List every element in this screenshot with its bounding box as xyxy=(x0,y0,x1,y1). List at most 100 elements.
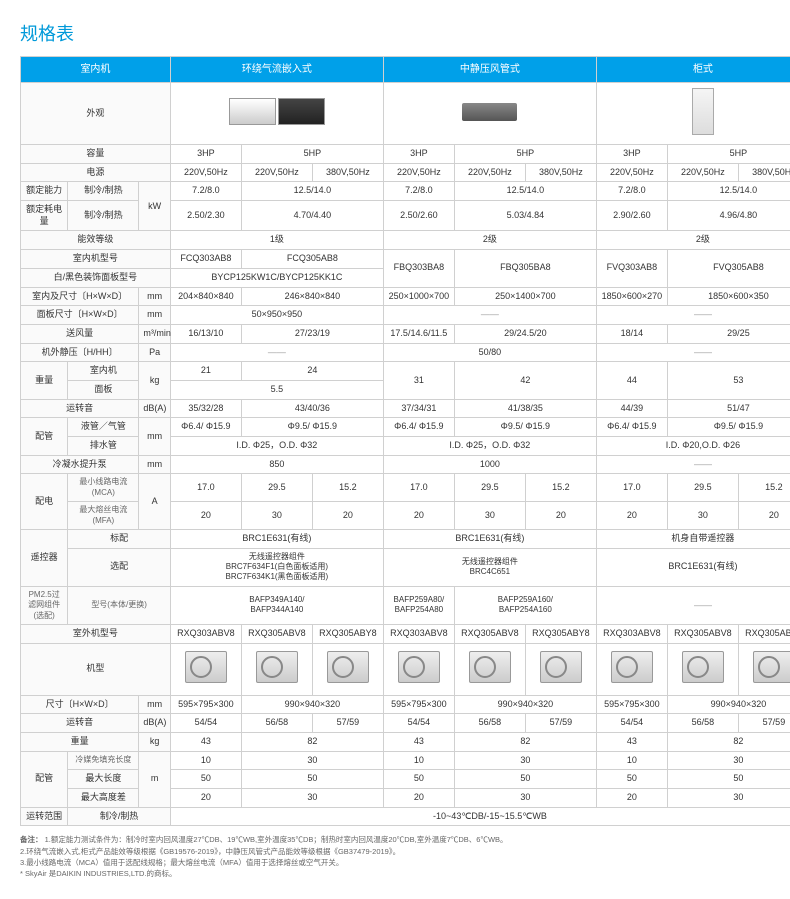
header-row: 室内机 环绕气流嵌入式 中静压风管式 柜式 xyxy=(21,57,790,83)
os-1: 54/54 xyxy=(170,714,241,733)
om-1: RXQ303ABV8 xyxy=(170,624,241,643)
mh-1: 20 xyxy=(170,789,241,808)
om-6: RXQ305ABY8 xyxy=(525,624,596,643)
ref-5: 10 xyxy=(596,751,667,770)
flt-1: BAFP349A140/ BAFP344A140 xyxy=(170,586,383,624)
dash-2: —— xyxy=(596,306,790,325)
cap-3: 3HP xyxy=(383,145,454,164)
pwr-7: 220V,50Hz xyxy=(596,163,667,182)
label-indoor-w: 室内机 xyxy=(68,362,139,381)
oimg-9 xyxy=(738,643,790,695)
imodel-3: FBQ303BA8 xyxy=(383,250,454,287)
unit-m: m xyxy=(139,751,171,807)
pwr-4: 220V,50Hz xyxy=(383,163,454,182)
rpow-1: 2.50/2.30 xyxy=(170,201,241,231)
label-elec: 配电 xyxy=(21,474,68,530)
label-lg: 液管／气管 xyxy=(68,418,139,437)
rpow-6: 4.96/4.80 xyxy=(667,201,790,231)
cap-6: 5HP xyxy=(667,145,790,164)
od-4: 990×940×320 xyxy=(454,695,596,714)
img-cell-duct xyxy=(383,83,596,145)
label-panel-dim: 面板尺寸〔H×W×D〕 xyxy=(21,306,139,325)
om-7: RXQ303ABV8 xyxy=(596,624,667,643)
mca-7: 17.0 xyxy=(596,474,667,502)
row-static: 机外静压〔H/HH〕Pa —— 50/80 —— xyxy=(21,343,790,362)
row-panel-dim: 面板尺寸〔H×W×D〕mm 50×950×950 —— —— xyxy=(21,306,790,325)
row-outdoor-weight: 重量kg 4382 4382 4382 xyxy=(21,733,790,752)
mh-2: 30 xyxy=(241,789,383,808)
label-efficiency: 能效等级 xyxy=(21,231,171,250)
rcap-4: 12.5/14.0 xyxy=(454,182,596,201)
ref-3: 10 xyxy=(383,751,454,770)
oimg-1 xyxy=(170,643,241,695)
cassette-unit-icon xyxy=(229,98,276,125)
row-indoor-model: 室内机型号 FCQ303AB8FCQ305AB8 FBQ303BA8FBQ305… xyxy=(21,250,790,269)
mca-4: 17.0 xyxy=(383,474,454,502)
row-capacity: 容量 3HP5HP 3HP5HP 3HP5HP xyxy=(21,145,790,164)
label-panel-w: 面板 xyxy=(68,380,139,399)
idim-1: 204×840×840 xyxy=(170,287,241,306)
row-remote-opt: 选配 无线遥控器组件 BRC7F634F1(白色面板适用) BRC7F634K1… xyxy=(21,548,790,586)
pwr-9: 380V,50Hz xyxy=(738,163,790,182)
ml-1: 50 xyxy=(170,770,241,789)
wt-3: 31 xyxy=(383,362,454,399)
idim-4: 250×1400×700 xyxy=(454,287,596,306)
label-power: 电源 xyxy=(21,163,171,182)
ow-4: 82 xyxy=(454,733,596,752)
range-val: -10~43℃DB/-15~15.5℃WB xyxy=(170,807,790,826)
ref-2: 30 xyxy=(241,751,383,770)
dr-3: I.D. Φ20,O.D. Φ26 xyxy=(596,437,790,456)
footnotes: 备注： 1.额定能力测试条件为：制冷时室内回风温度27℃DB、19℃WB,室外温… xyxy=(20,834,790,879)
dash-6: —— xyxy=(596,586,790,624)
snd-6: 51/47 xyxy=(667,399,790,418)
unit-kg-1: kg xyxy=(139,362,171,399)
ml-4: 50 xyxy=(454,770,596,789)
label-indoor-model: 室内机型号 xyxy=(21,250,171,269)
idim-3: 250×1000×700 xyxy=(383,287,454,306)
om-3: RXQ305ABY8 xyxy=(312,624,383,643)
label-cool-heat-2: 制冷/制热 xyxy=(68,201,139,231)
outdoor-unit-icon xyxy=(398,651,440,683)
note-header: 备注： xyxy=(20,835,43,844)
dash-3: —— xyxy=(170,343,383,362)
mh-6: 30 xyxy=(667,789,790,808)
unit-kg-2: kg xyxy=(139,733,171,752)
air-2: 27/23/19 xyxy=(241,324,383,343)
row-airflow: 送风量m³/min 16/13/1027/23/19 17.5/14.6/11.… xyxy=(21,324,790,343)
rc-opt-2: 无线遥控器组件 BRC4C651 xyxy=(383,548,596,586)
header-duct: 中静压风管式 xyxy=(383,57,596,83)
wt-2: 24 xyxy=(241,362,383,381)
outdoor-unit-icon xyxy=(540,651,582,683)
label-ref: 冷媒免填充长度 xyxy=(68,751,139,770)
row-lift: 冷凝水提升泵mm 850 1000 —— xyxy=(21,455,790,474)
pdim: 50×950×950 xyxy=(170,306,383,325)
idim-2: 246×840×840 xyxy=(241,287,383,306)
label-filter: PM2.5过滤网组件(选配) xyxy=(21,586,68,624)
unit-mm-1: mm xyxy=(139,287,171,306)
snd-5: 44/39 xyxy=(596,399,667,418)
wt-panel: 5.5 xyxy=(170,380,383,399)
rc-std-1: BRC1E631(有线) xyxy=(170,529,383,548)
row-rated-cap: 额定能力制冷/制热 kW 7.2/8.012.5/14.0 7.2/8.012.… xyxy=(21,182,790,201)
static-val: 50/80 xyxy=(383,343,596,362)
air-4: 29/24.5/20 xyxy=(454,324,596,343)
label-maxlen: 最大长度 xyxy=(68,770,139,789)
rcap-2: 12.5/14.0 xyxy=(241,182,383,201)
label-noise: 运转音 xyxy=(21,399,139,418)
outdoor-unit-icon xyxy=(327,651,369,683)
rc-opt-3: BRC1E631(有线) xyxy=(596,548,790,586)
snd-1: 35/32/28 xyxy=(170,399,241,418)
lift-2: 1000 xyxy=(383,455,596,474)
unit-dba-1: dB(A) xyxy=(139,399,171,418)
oimg-5 xyxy=(454,643,525,695)
mca-6: 15.2 xyxy=(525,474,596,502)
label-outdoor-noise: 运转音 xyxy=(21,714,139,733)
air-6: 29/25 xyxy=(667,324,790,343)
note-1: 1.额定能力测试条件为：制冷时室内回风温度27℃DB、19℃WB,室外温度35℃… xyxy=(45,835,508,844)
label-mfa: 最大熔丝电流(MFA) xyxy=(68,502,139,530)
spec-table: 室内机 环绕气流嵌入式 中静压风管式 柜式 外观 容量 3HP5HP 3HP5H… xyxy=(20,56,790,826)
label-remote: 遥控器 xyxy=(21,529,68,586)
label-outdoor-model: 室外机型号 xyxy=(21,624,171,643)
mh-5: 20 xyxy=(596,789,667,808)
label-range: 运转范围 xyxy=(21,807,68,826)
